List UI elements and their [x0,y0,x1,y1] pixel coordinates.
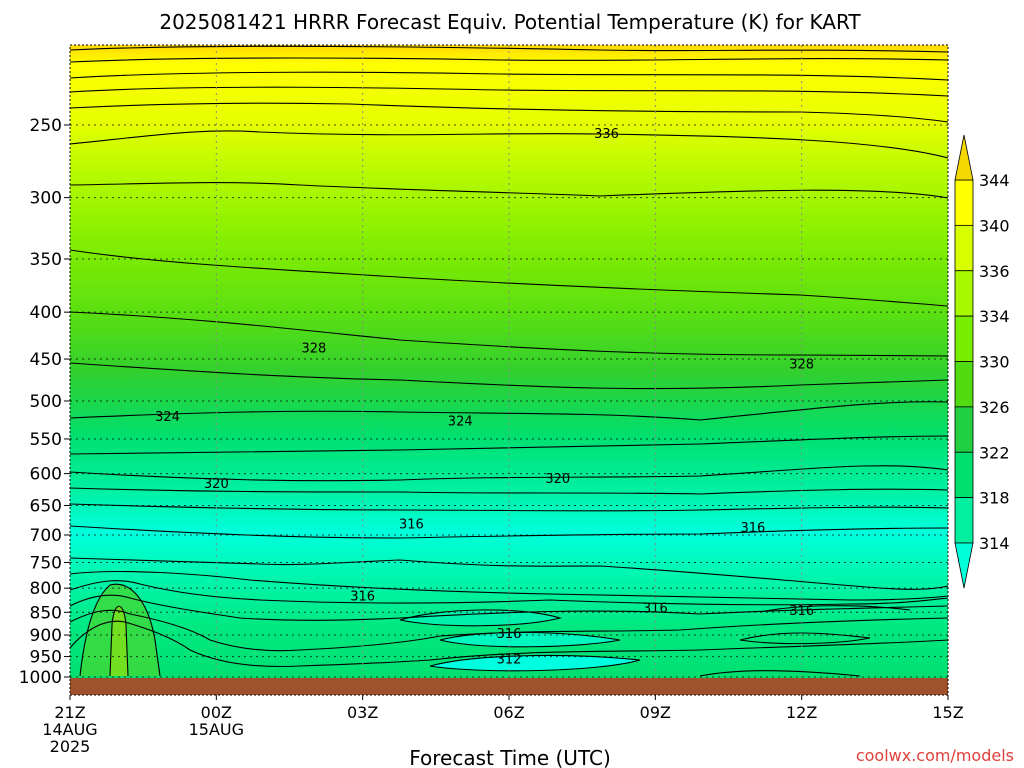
y-tick-label: 750 [30,553,62,573]
colorbar-segment [954,179,974,226]
colorbar-label: 322 [979,443,1010,462]
x-tick-label: 15AUG [189,720,244,739]
y-tick-label: 800 [30,579,62,599]
x-tick-label: 09Z [640,703,671,722]
contour-lines [70,45,948,677]
x-tick-label: 2025 [50,737,91,756]
credit-text: coolwx.com/models [856,746,1014,765]
colorbar-segment [954,497,974,544]
x-axis-label: Forecast Time (UTC) [409,746,611,768]
x-tick-label: 15Z [932,703,963,722]
colorbar-label: 344 [979,171,1010,190]
x-tick-label: 21Z [54,703,85,722]
colorbar-segment [954,361,974,408]
contour-label: 320 [545,472,570,487]
colorbar-segment [954,270,974,317]
contour-label: 312 [497,653,522,668]
colorbar-label: 318 [979,489,1010,508]
y-tick-label: 550 [30,430,62,450]
x-tick-label: 06Z [493,703,524,722]
y-tick-label: 500 [30,392,62,412]
colorbar-top-triangle [954,134,974,181]
contour-label: 320 [204,477,229,492]
x-tick-label: 03Z [347,703,378,722]
y-tick-label: 650 [30,496,62,516]
x-tick-label: 12Z [786,703,817,722]
contour-label: 316 [789,604,814,619]
cool-patch-1 [400,609,560,626]
colorbar-label: 340 [979,216,1010,235]
colorbar-bottom-triangle [954,542,974,589]
y-tick-label: 950 [30,648,62,668]
contour-label: 324 [448,414,473,429]
contour-label: 316 [740,521,765,536]
y-tick-label: 900 [30,626,62,646]
grid [70,45,948,678]
colorbar-label: 326 [979,398,1010,417]
y-tick-label: 300 [30,189,62,209]
colorbar-segment [954,451,974,499]
x-tick-label: 00Z [201,703,232,722]
x-tick-label: 14AUG [42,720,97,739]
contour-label: 328 [301,341,326,356]
y-tick-label: 350 [30,250,62,270]
colorbar-label: 314 [979,534,1010,553]
contour-labels: 336 328 328 324 324 320 320 316 316 316 316 316 316 3… [155,127,814,668]
y-tick-label: 250 [30,116,62,136]
cool-patch-3 [440,632,620,647]
terrain-fill [70,678,948,695]
colorbar-label: 330 [979,353,1010,372]
y-tick-label: 450 [30,350,62,370]
y-tick-label: 1000 [19,668,62,688]
contour-label: 316 [643,602,668,617]
y-tick-label: 850 [30,603,62,623]
contour-label: 316 [350,590,375,605]
colorbar: 314 318 322 326 330 334 336 340 344 [954,134,1010,589]
y-tick-label: 700 [30,526,62,546]
cool-patch-2 [430,655,640,671]
y-tick-label: 600 [30,465,62,485]
colorbar-label: 334 [979,307,1010,326]
colorbar-segment [954,224,974,272]
colorbar-segment [954,406,974,453]
contour-label: 336 [594,127,619,142]
contour-label: 316 [399,517,424,532]
y-tick-label: 400 [30,303,62,323]
contour-label: 324 [155,410,180,425]
contour-label: 328 [789,357,814,372]
colorbar-label: 336 [979,262,1010,281]
contour-label: 316 [497,627,522,642]
plot-fill [70,45,948,678]
colorbar-segment [954,315,974,362]
axes: 250 300 350 400 450 500 550 600 650 700 750 800 850 9… [19,116,964,756]
chart-title: 2025081421 HRRR Forecast Equiv. Potentia… [159,10,861,34]
warm-core-patch [110,606,128,676]
